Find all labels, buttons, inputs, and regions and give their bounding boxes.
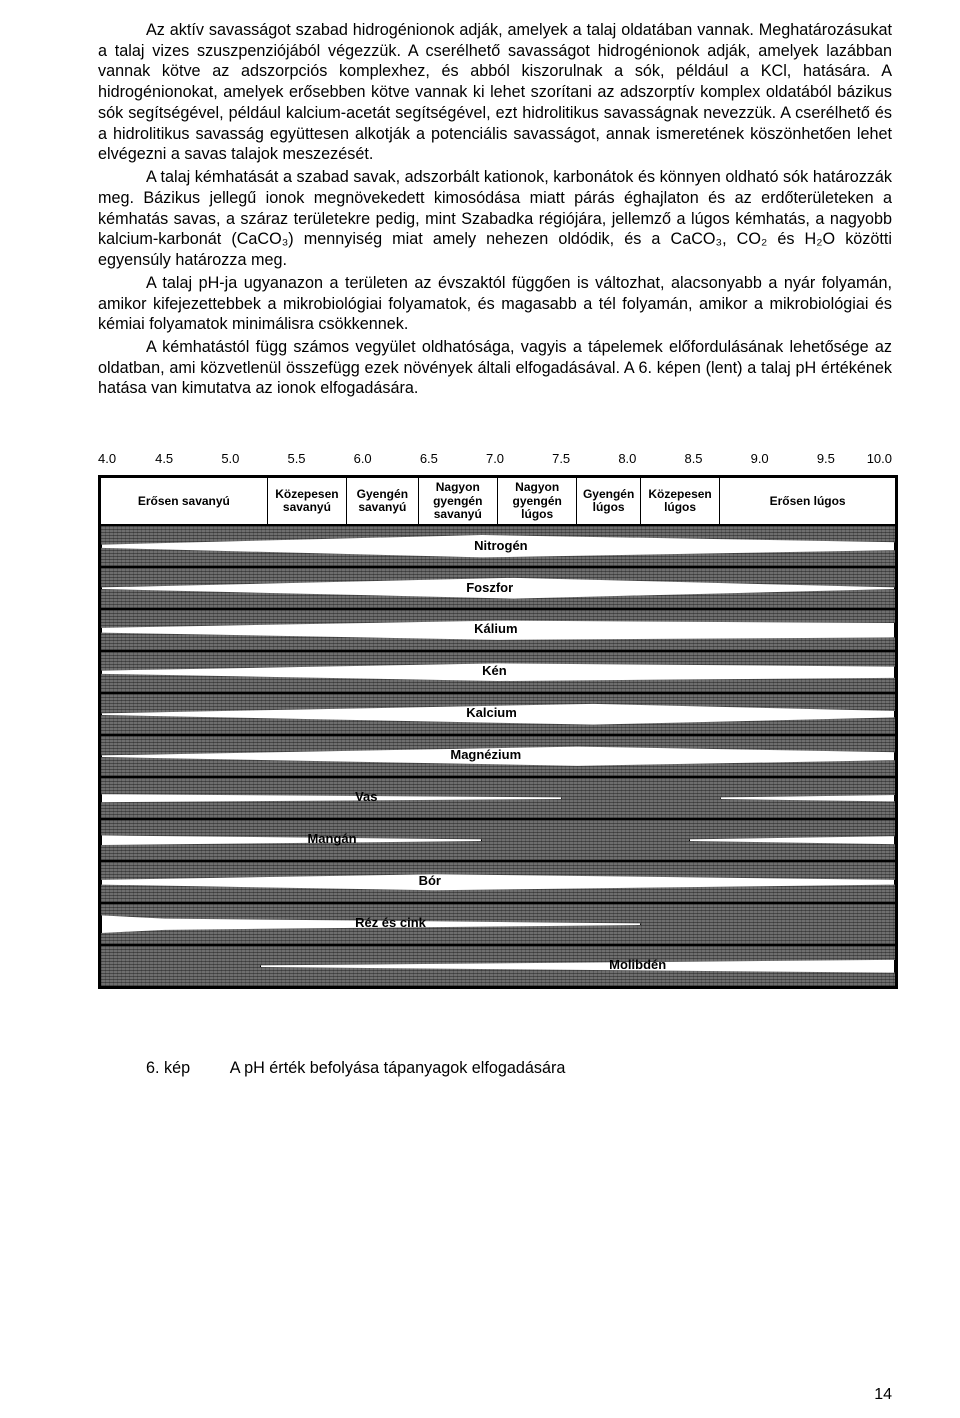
nutrient-label: Molibdén	[609, 957, 666, 972]
chart-box: Erősen savanyúKözepesen savanyúGyengén s…	[98, 475, 898, 989]
nutrient-label: Bór	[419, 873, 441, 888]
ph-tick: 6.0	[354, 451, 372, 466]
figure-caption: 6. kép A pH érték befolyása tápanyagok e…	[98, 1059, 892, 1078]
nutrient-label: Réz és cink	[355, 915, 426, 930]
nutrient-label: Kálium	[474, 621, 517, 636]
nutrient-label: Vas	[355, 789, 377, 804]
nutrient-row: Bór	[101, 860, 895, 902]
nutrient-band	[720, 778, 895, 818]
paragraph-4: A kémhatástól függ számos vegyület oldha…	[98, 337, 892, 399]
ph-category-cell: Erősen savanyú	[101, 478, 268, 524]
nutrient-row: Foszfor	[101, 566, 895, 608]
body-text-block: Az aktív savasságot szabad hidrogénionok…	[98, 20, 892, 399]
nutrient-band	[101, 778, 562, 818]
ph-chart: 4.0 4.5 5.0 5.5 6.0 6.5 7.0 7.5 8.0 8.5 9.0 9.5 10.0…	[98, 451, 892, 989]
ph-category-cell: Közepesen lúgos	[641, 478, 720, 524]
ph-tick: 6.5	[420, 451, 438, 466]
figure-number: 6. kép	[146, 1059, 190, 1078]
ph-tick: 9.5	[817, 451, 835, 466]
page: Az aktív savasságot szabad hidrogénionok…	[0, 0, 960, 1418]
nutrient-row: Kén	[101, 650, 895, 692]
paragraph-3: A talaj pH-ja ugyanazon a területen az é…	[98, 273, 892, 335]
nutrient-row: Réz és cink	[101, 902, 895, 944]
nutrient-row: Kálium	[101, 608, 895, 650]
ph-tick: 5.5	[287, 451, 305, 466]
ph-tick: 4.5	[155, 451, 173, 466]
ph-category-cell: Nagyon gyengén savanyú	[419, 478, 498, 524]
nutrient-label: Kén	[482, 663, 507, 678]
ph-tick: 5.0	[221, 451, 239, 466]
figure-caption-text: A pH érték befolyása tápanyagok elfogadá…	[230, 1059, 566, 1077]
ph-tick: 7.5	[552, 451, 570, 466]
ph-tick: 10.0	[867, 451, 892, 466]
nutrient-row: Kalcium	[101, 692, 895, 734]
ph-axis: 4.0 4.5 5.0 5.5 6.0 6.5 7.0 7.5 8.0 8.5 9.0 9.5 10.0	[98, 451, 892, 469]
ph-category-cell: Gyengén lúgos	[577, 478, 641, 524]
nutrient-band	[101, 862, 895, 902]
ph-category-cell: Gyengén savanyú	[347, 478, 418, 524]
nutrient-rows: Nitrogén Foszfor Kálium Kén Kalcium Magnézium…	[101, 524, 895, 986]
nutrient-band	[101, 820, 482, 860]
nutrient-row: Nitrogén	[101, 524, 895, 566]
ph-category-cell: Erősen lúgos	[720, 478, 895, 524]
ph-tick: 9.0	[751, 451, 769, 466]
nutrient-band	[260, 946, 895, 986]
ph-tick: 8.0	[618, 451, 636, 466]
ph-tick: 7.0	[486, 451, 504, 466]
ph-tick: 8.5	[684, 451, 702, 466]
ph-category-cell: Közepesen savanyú	[268, 478, 347, 524]
nutrient-label: Magnézium	[450, 747, 521, 762]
nutrient-label: Kalcium	[466, 705, 517, 720]
nutrient-label: Nitrogén	[474, 538, 527, 553]
ph-category-row: Erősen savanyúKözepesen savanyúGyengén s…	[101, 478, 895, 524]
nutrient-row: Magnézium	[101, 734, 895, 776]
nutrient-label: Mangán	[307, 831, 356, 846]
ph-tick: 4.0	[98, 451, 116, 466]
nutrient-band	[689, 820, 895, 860]
paragraph-1: Az aktív savasságot szabad hidrogénionok…	[98, 20, 892, 165]
nutrient-row: Vas	[101, 776, 895, 818]
nutrient-row: Molibdén	[101, 944, 895, 986]
nutrient-label: Foszfor	[466, 580, 513, 595]
paragraph-2: A talaj kémhatását a szabad savak, adszo…	[98, 167, 892, 271]
nutrient-row: Mangán	[101, 818, 895, 860]
page-number: 14	[874, 1386, 892, 1404]
ph-category-cell: Nagyon gyengén lúgos	[498, 478, 577, 524]
